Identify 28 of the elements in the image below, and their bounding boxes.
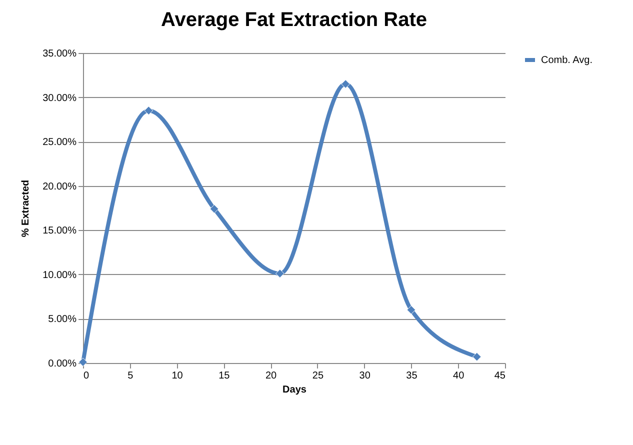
x-tick-label: 45: [494, 370, 506, 382]
x-tick-label: 20: [265, 370, 278, 382]
point: [406, 305, 416, 314]
x-tick-label: 10: [172, 370, 184, 382]
x-tick-label: 25: [312, 370, 324, 382]
point: [472, 352, 482, 362]
legend-label: Comb. Avg.: [541, 55, 593, 66]
y-tick-label: 20.00%: [42, 181, 77, 192]
y-tick-label: 15.00%: [42, 226, 77, 237]
y-tick-label: 35.00%: [42, 48, 77, 60]
point: [341, 80, 350, 88]
y-tick-label: 10.00%: [42, 270, 77, 281]
y-tick-label: 30.00%: [42, 92, 77, 104]
y-tick-label: 0.00%: [48, 358, 77, 370]
y-tick-label: 5.00%: [48, 314, 77, 326]
chart-title: Average Fat Extraction Rate: [160, 9, 428, 31]
point: [144, 106, 154, 116]
point: [276, 269, 284, 278]
y-tick-label: 25.00%: [42, 137, 77, 148]
x-tick-label: 40: [453, 370, 465, 382]
x-tick-label: 0: [84, 370, 90, 382]
y-axis-title: % Extracted: [20, 180, 32, 238]
x-tick-label: 30: [359, 370, 371, 382]
x-tick-label: 35: [406, 370, 418, 382]
x-tick-label: 15: [218, 370, 230, 382]
x-axis-title: Days: [282, 384, 307, 396]
point: [210, 204, 219, 214]
x-tick-label: 5: [128, 370, 134, 382]
